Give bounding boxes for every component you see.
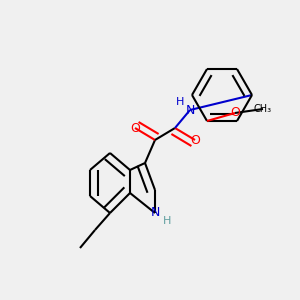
Text: N: N [150, 206, 160, 220]
Text: O: O [230, 106, 240, 119]
Text: H: H [163, 216, 171, 226]
Text: O: O [190, 134, 200, 146]
Text: O: O [130, 122, 140, 134]
Text: CH₃: CH₃ [254, 104, 272, 114]
Text: H: H [176, 97, 184, 107]
Text: N: N [185, 103, 195, 116]
